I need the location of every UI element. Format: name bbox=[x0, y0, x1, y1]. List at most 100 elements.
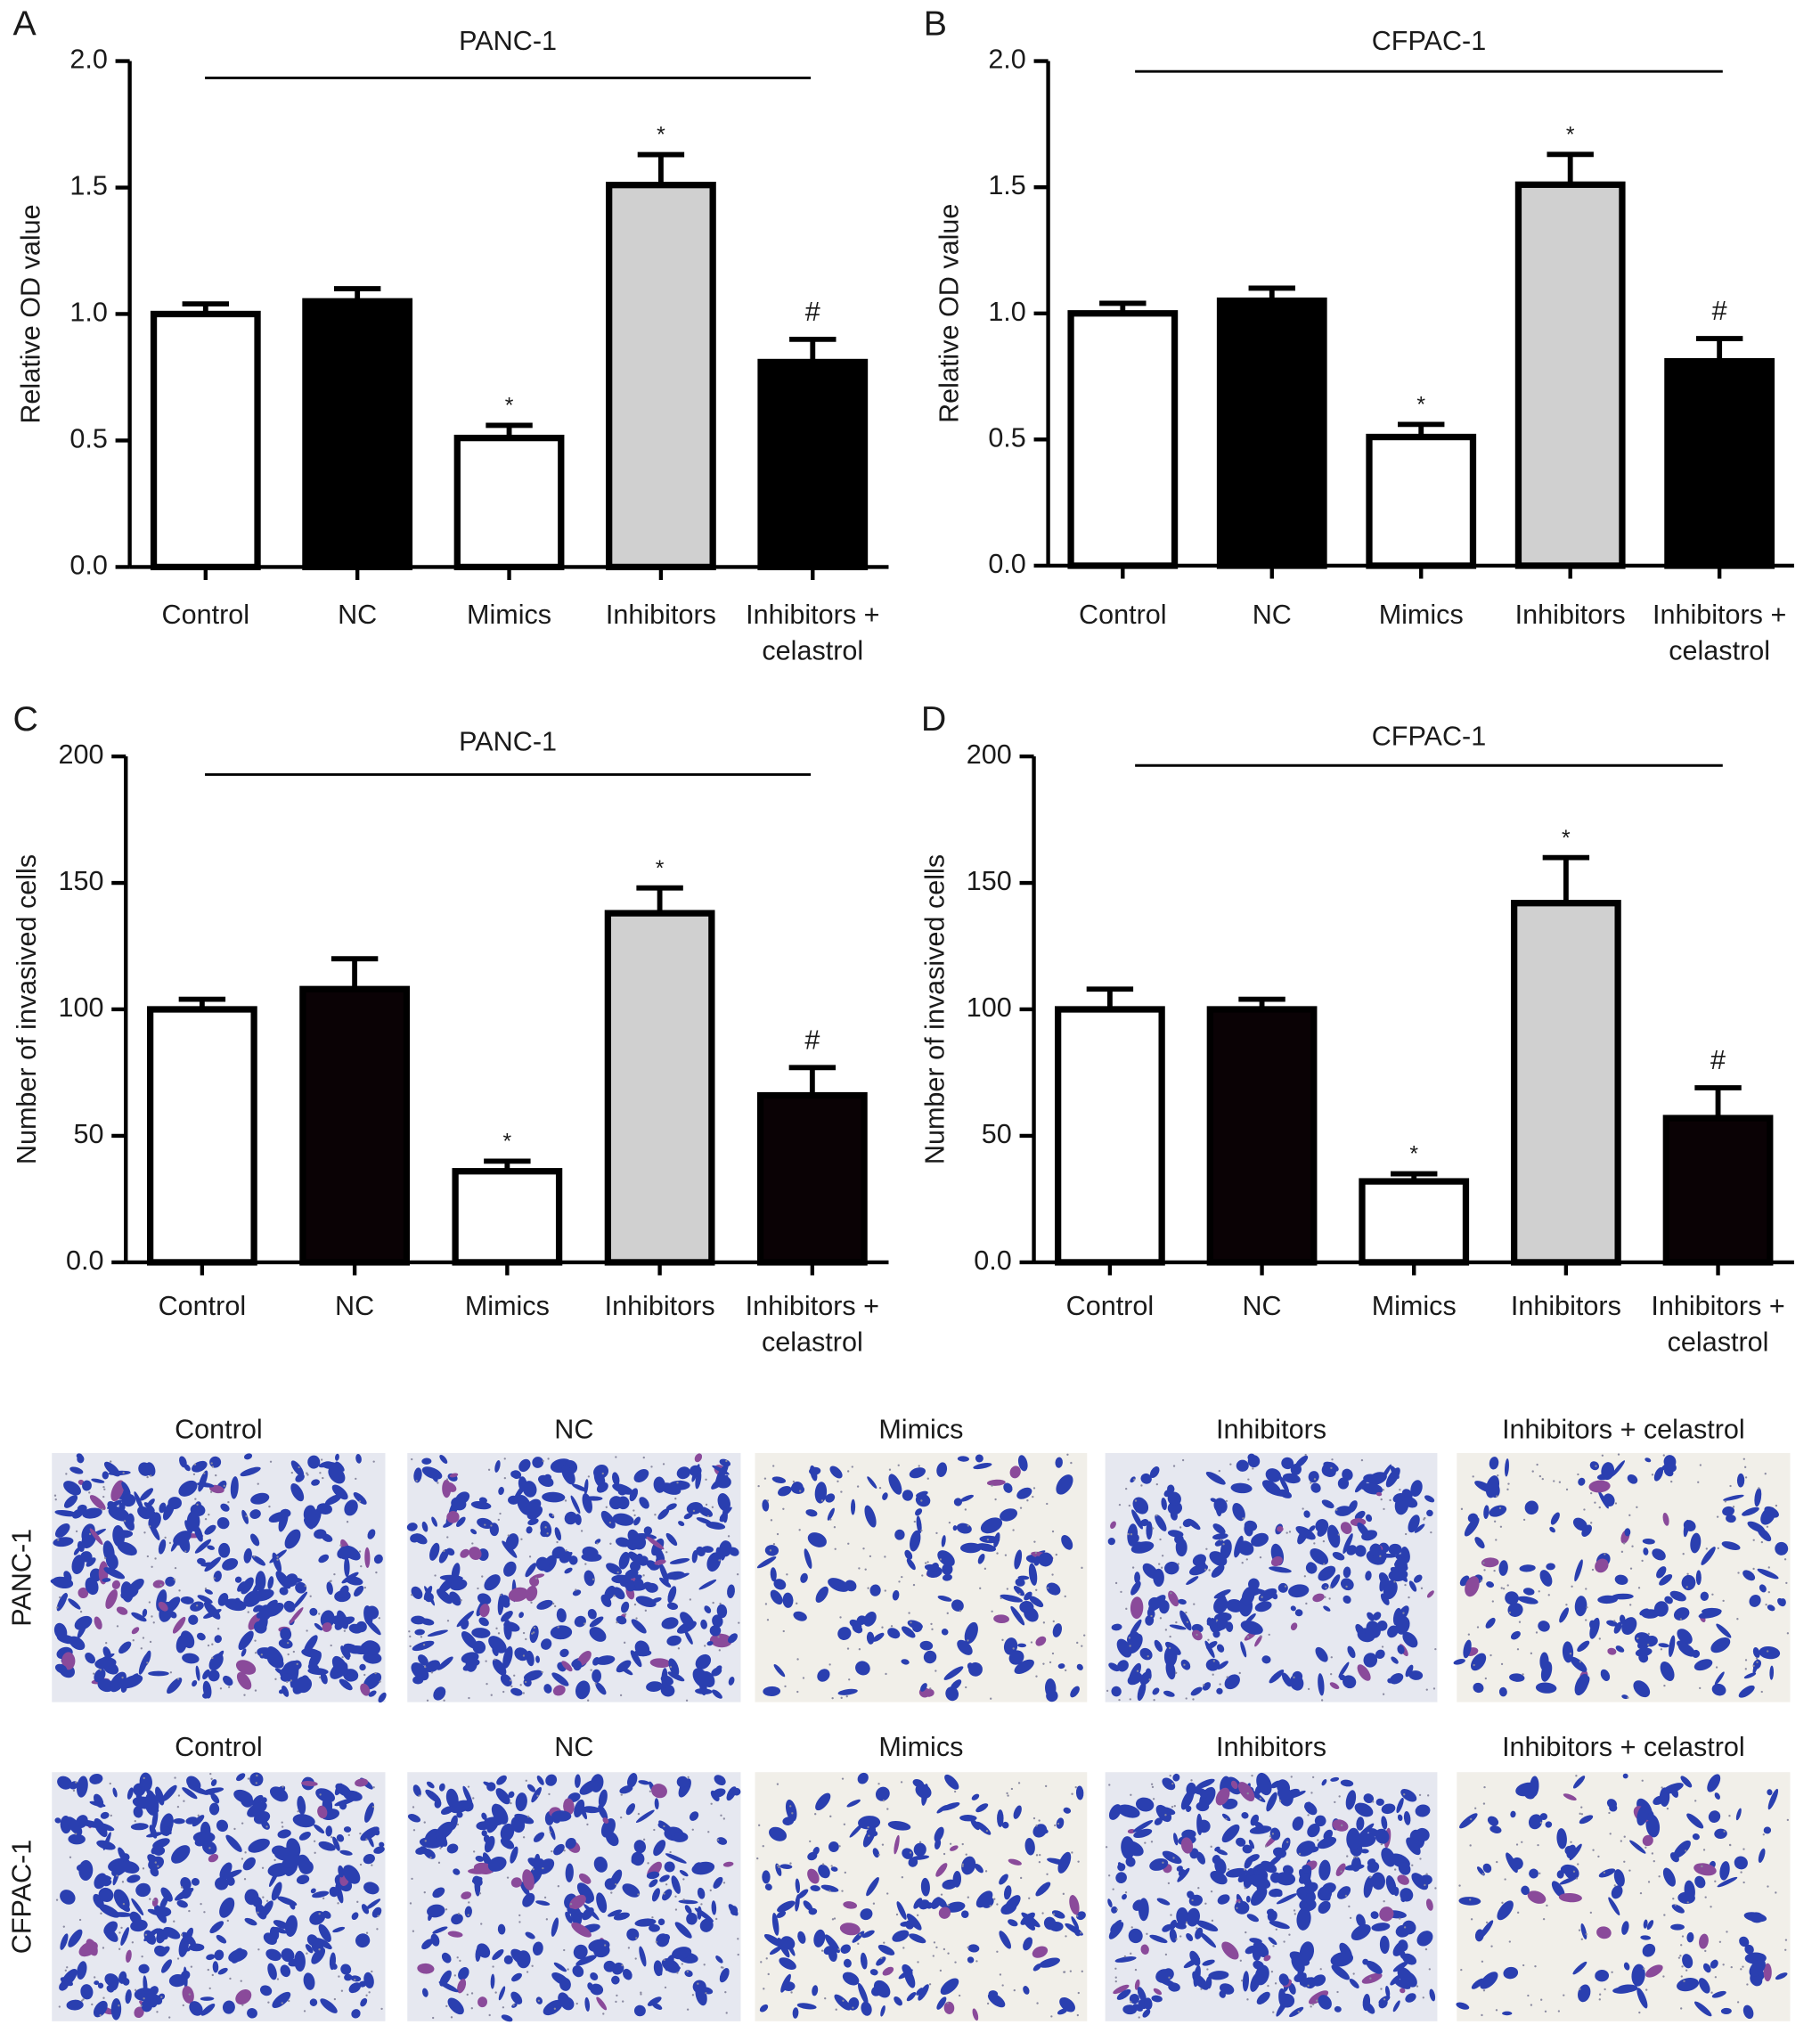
cell bbox=[535, 1655, 540, 1663]
x-tick-label: Inhibitors + celastrol bbox=[1653, 600, 1786, 666]
pore bbox=[867, 1587, 869, 1589]
pore bbox=[1662, 1975, 1665, 1978]
pore bbox=[1036, 2002, 1039, 2004]
cell bbox=[589, 1616, 604, 1628]
pore bbox=[551, 1849, 553, 1853]
cell bbox=[684, 1630, 693, 1645]
cell bbox=[1539, 1570, 1553, 1587]
cell bbox=[1205, 1471, 1226, 1485]
pore bbox=[1629, 1604, 1632, 1606]
cell bbox=[570, 1495, 581, 1515]
pore bbox=[1251, 1775, 1253, 1777]
cell bbox=[1261, 1655, 1271, 1664]
pore bbox=[1168, 1976, 1171, 1979]
pore bbox=[1197, 1887, 1200, 1890]
cell bbox=[1365, 1514, 1373, 1523]
cell bbox=[82, 1480, 92, 1491]
pore bbox=[647, 1862, 649, 1865]
cell bbox=[551, 1546, 566, 1559]
bar bbox=[1366, 433, 1477, 569]
pore bbox=[881, 1843, 885, 1846]
cell bbox=[159, 1896, 168, 1910]
pore bbox=[1672, 1898, 1675, 1900]
pore bbox=[330, 1644, 332, 1647]
pore bbox=[1598, 1506, 1601, 1509]
cell bbox=[340, 1964, 352, 1975]
cell bbox=[341, 1645, 351, 1658]
pore bbox=[1538, 1474, 1542, 1478]
pore bbox=[716, 1839, 720, 1841]
y-axis-label: Relative OD value bbox=[15, 204, 45, 423]
cell bbox=[659, 1563, 669, 1584]
pore bbox=[890, 1625, 894, 1628]
pore bbox=[1502, 1588, 1506, 1590]
pore bbox=[1775, 1504, 1778, 1507]
pore bbox=[1136, 1670, 1139, 1672]
pore bbox=[1035, 1588, 1038, 1591]
cell bbox=[134, 1491, 144, 1513]
cell bbox=[250, 1492, 270, 1505]
pore bbox=[173, 1920, 175, 1923]
pore bbox=[1645, 1988, 1648, 1991]
pore bbox=[426, 1699, 429, 1702]
pore bbox=[901, 1876, 904, 1879]
pore bbox=[1064, 1595, 1066, 1598]
pore bbox=[934, 1670, 937, 1672]
pore bbox=[926, 1477, 929, 1480]
pore bbox=[1380, 1988, 1383, 1990]
cell bbox=[282, 1685, 290, 1697]
pore bbox=[152, 1621, 155, 1624]
cell bbox=[1695, 1570, 1702, 1586]
cell bbox=[105, 1552, 118, 1570]
pore bbox=[1071, 1792, 1073, 1795]
pore bbox=[1585, 1588, 1587, 1590]
pore bbox=[468, 1901, 470, 1904]
cell bbox=[1337, 1477, 1350, 1490]
pore bbox=[1546, 1904, 1548, 1907]
cell bbox=[91, 1478, 105, 1483]
pore bbox=[286, 1680, 289, 1684]
pore bbox=[1565, 1604, 1568, 1606]
cell bbox=[188, 1784, 209, 1795]
pore bbox=[909, 1851, 912, 1854]
pore bbox=[674, 1908, 678, 1911]
cell bbox=[941, 1535, 946, 1547]
pore bbox=[1065, 1935, 1067, 1938]
cell bbox=[1017, 1455, 1028, 1472]
bar bbox=[302, 298, 413, 571]
cell bbox=[1247, 1453, 1256, 1462]
cell bbox=[706, 1640, 714, 1646]
pore bbox=[233, 1827, 236, 1831]
cell bbox=[213, 1571, 222, 1582]
pore bbox=[877, 1783, 880, 1785]
pore bbox=[840, 1696, 843, 1700]
pore bbox=[445, 2004, 448, 2008]
cell bbox=[325, 1825, 333, 1837]
cell bbox=[709, 1633, 732, 1648]
cell bbox=[538, 1474, 554, 1487]
cell bbox=[1621, 1694, 1628, 1700]
cell bbox=[331, 1655, 348, 1677]
cell bbox=[406, 1523, 418, 1531]
pore bbox=[864, 1568, 867, 1571]
pore bbox=[146, 1555, 150, 1558]
pore bbox=[472, 1797, 475, 1800]
pore bbox=[958, 1994, 961, 1997]
cell bbox=[627, 1529, 640, 1544]
pore bbox=[711, 1506, 714, 1508]
pore bbox=[314, 1851, 316, 1854]
pore bbox=[1129, 1645, 1131, 1647]
cell bbox=[1153, 1568, 1164, 1588]
cell bbox=[309, 1607, 318, 1616]
pore bbox=[247, 1611, 249, 1613]
pore bbox=[1246, 1636, 1250, 1638]
y-tick-label: 0.5 bbox=[69, 424, 108, 454]
cell bbox=[1204, 1640, 1215, 1658]
pore bbox=[1381, 1645, 1384, 1648]
cell bbox=[1214, 1539, 1224, 1547]
cell bbox=[541, 1638, 552, 1650]
pore bbox=[545, 1918, 549, 1921]
pore bbox=[306, 1474, 309, 1476]
cell bbox=[715, 1665, 722, 1672]
cell bbox=[804, 1548, 812, 1569]
